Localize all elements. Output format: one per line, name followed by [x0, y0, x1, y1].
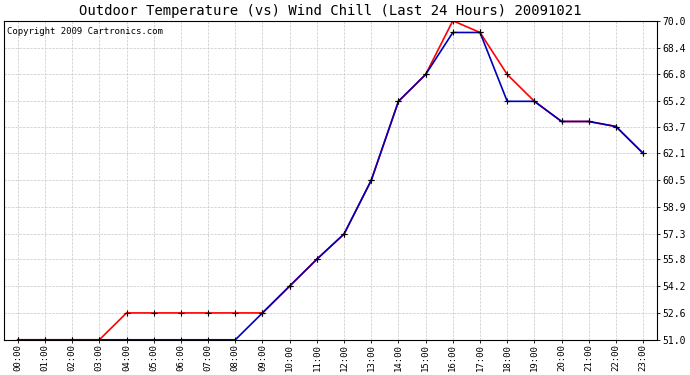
Text: Copyright 2009 Cartronics.com: Copyright 2009 Cartronics.com [8, 27, 164, 36]
Title: Outdoor Temperature (vs) Wind Chill (Last 24 Hours) 20091021: Outdoor Temperature (vs) Wind Chill (Las… [79, 4, 582, 18]
